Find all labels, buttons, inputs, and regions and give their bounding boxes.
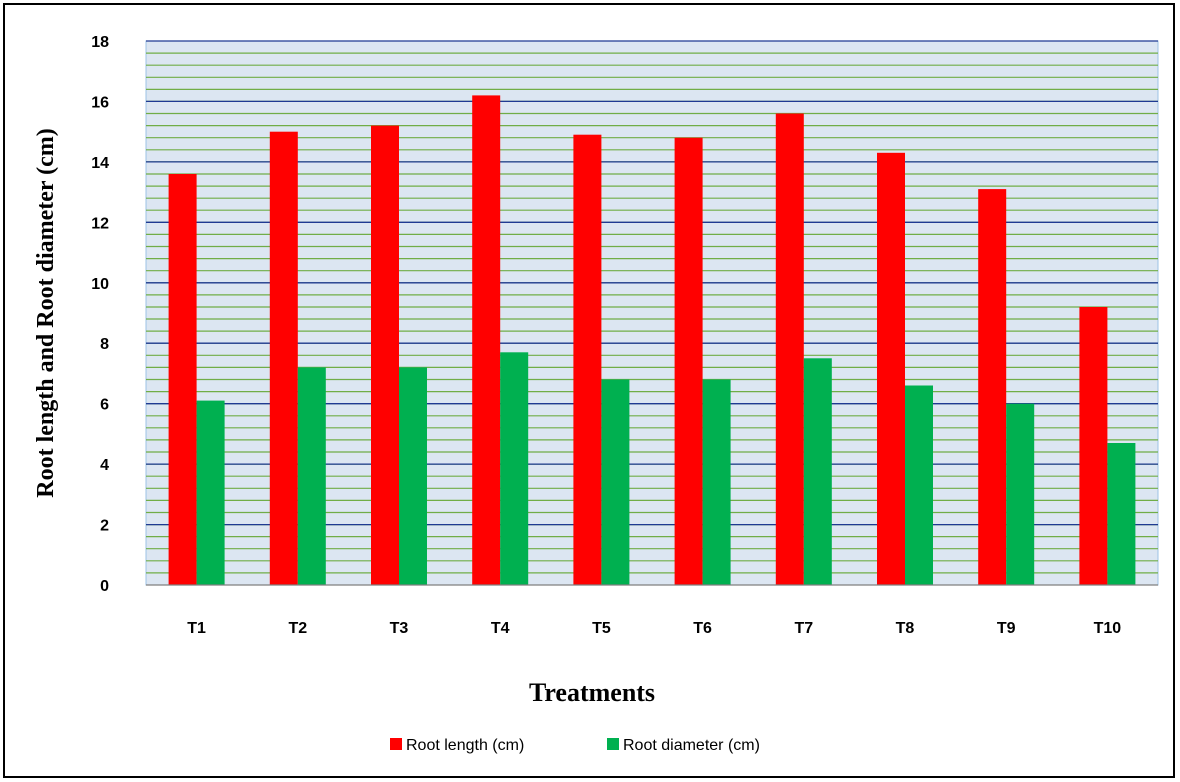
x-tick-labels: T1 T2 T3 T4 T5 T6 T7 T8 T9 T10 <box>187 620 1121 637</box>
bars <box>168 95 1136 586</box>
root-length-bar-t7 <box>775 113 804 585</box>
y-tick-label: 8 <box>100 336 109 353</box>
root-length-bar-t2 <box>269 131 298 585</box>
root-diameter-bar-t8 <box>905 385 933 585</box>
y-tick-label: 10 <box>91 276 109 293</box>
legend: Root length (cm) Root diameter (cm) <box>390 737 760 754</box>
y-tick-label: 2 <box>100 518 109 535</box>
y-axis-title: Root length and Root diameter (cm) <box>33 128 59 498</box>
root-length-bar-t5 <box>573 134 602 585</box>
y-tick-label: 0 <box>100 578 109 595</box>
x-tick-label: T5 <box>592 620 611 637</box>
x-tick-label: T8 <box>896 620 915 637</box>
y-tick-label: 18 <box>91 34 109 51</box>
legend-label-root-diameter: Root diameter (cm) <box>623 737 760 754</box>
root-length-bar-t1 <box>168 174 197 585</box>
root-diameter-bar-t3 <box>399 367 427 585</box>
legend-label-root-length: Root length (cm) <box>406 737 524 754</box>
root-length-bar-t8 <box>877 152 905 586</box>
x-tick-label: T4 <box>491 620 510 637</box>
root-diameter-bar-t6 <box>702 379 731 585</box>
x-tick-label: T1 <box>187 620 206 637</box>
y-tick-label: 16 <box>91 94 109 111</box>
root-diameter-bar-t7 <box>803 358 832 585</box>
root-diameter-bar-t9 <box>1006 403 1035 585</box>
root-length-bar-t9 <box>978 189 1007 585</box>
root-diameter-bar-t1 <box>196 400 225 585</box>
x-tick-label: T10 <box>1094 620 1122 637</box>
y-tick-label: 6 <box>100 397 109 414</box>
x-tick-label: T3 <box>390 620 409 637</box>
y-tick-label: 14 <box>91 155 109 172</box>
root-length-bar-t4 <box>472 95 501 586</box>
root-diameter-bar-t2 <box>297 367 326 585</box>
root-diameter-bar-t10 <box>1107 443 1136 585</box>
root-diameter-bar-t4 <box>500 352 529 585</box>
x-tick-label: T9 <box>997 620 1016 637</box>
legend-swatch-root-diameter <box>607 738 619 750</box>
x-tick-label: T6 <box>693 620 712 637</box>
x-axis-title: Treatments <box>529 678 655 707</box>
y-tick-labels: 0 2 4 6 8 10 12 14 16 18 <box>91 34 109 595</box>
root-length-bar-t10 <box>1079 307 1108 585</box>
root-length-bar-t6 <box>674 137 703 585</box>
x-tick-label: T7 <box>794 620 813 637</box>
x-tick-label: T2 <box>288 620 307 637</box>
y-tick-label: 12 <box>91 215 109 232</box>
legend-swatch-root-length <box>390 738 402 750</box>
root-diameter-bar-t5 <box>601 379 630 585</box>
root-length-bar-t3 <box>371 125 399 585</box>
y-tick-label: 4 <box>100 457 109 474</box>
